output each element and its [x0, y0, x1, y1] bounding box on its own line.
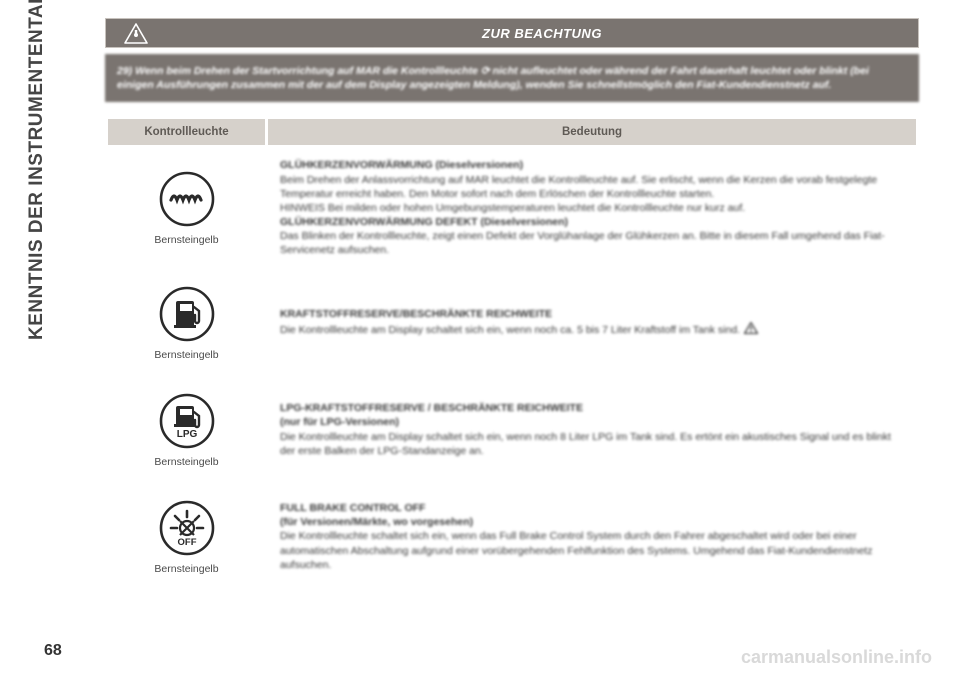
- icon-cell: LPG Bernsteingelb: [107, 376, 267, 483]
- meaning-text: FULL BRAKE CONTROL OFF(für Versionen/Mär…: [280, 501, 904, 572]
- meaning-subtitle: (für Versionen/Märkte, wo vorgesehen): [280, 515, 904, 529]
- meaning-text: LPG-KRAFTSTOFFRESERVE / BESCHRÄNKTE REIC…: [280, 401, 904, 458]
- warning-light-icon: LPG: [158, 392, 216, 450]
- meaning-cell: LPG-KRAFTSTOFFRESERVE / BESCHRÄNKTE REIC…: [267, 376, 918, 483]
- table-header-col1: Kontrollleuchte: [107, 118, 267, 147]
- meaning-title: LPG-KRAFTSTOFFRESERVE / BESCHRÄNKTE REIC…: [280, 401, 904, 415]
- table-row: OFF Bernsteingelb FULL BRAKE CONTROL OFF…: [107, 483, 918, 590]
- icon-wrap: OFF Bernsteingelb: [116, 499, 257, 575]
- meaning-line: Die Kontrollleuchte schaltet sich ein, w…: [280, 529, 904, 572]
- meaning-line: Die Kontrollleuchte am Display schaltet …: [280, 430, 904, 458]
- section-title-vertical: KENNTNIS DER INSTRUMENTENTAFEL: [26, 0, 48, 340]
- table-row: LPG Bernsteingelb LPG-KRAFTSTOFFRESERVE …: [107, 376, 918, 483]
- warning-light-icon: [158, 170, 216, 228]
- meaning-line: Das Blinken der Kontrollleuchte, zeigt e…: [280, 229, 904, 257]
- table-header-col2: Bedeutung: [267, 118, 918, 147]
- notice-body-text: 29) Wenn beim Drehen der Startvorrichtun…: [105, 54, 919, 102]
- meaning-title: KRAFTSTOFFRESERVE/BESCHRÄNKTE REICHWEITE: [280, 307, 904, 321]
- warning-light-icon: [158, 285, 216, 343]
- warning-triangle-icon: [124, 23, 148, 44]
- page-content: ZUR BEACHTUNG 29) Wenn beim Drehen der S…: [105, 18, 919, 592]
- meaning-title: GLÜHKERZENVORWÄRMUNG (Dieselversionen): [280, 158, 904, 172]
- icon-color-label: Bernsteingelb: [154, 234, 218, 246]
- icon-color-label: Bernsteingelb: [154, 563, 218, 575]
- svg-text:LPG: LPG: [176, 429, 197, 440]
- meaning-line: HINWEIS Bei milden oder hohen Umgebungst…: [280, 201, 904, 215]
- icon-cell: Bernsteingelb: [107, 269, 267, 376]
- icon-cell: Bernsteingelb: [107, 147, 267, 269]
- icon-wrap: Bernsteingelb: [116, 170, 257, 246]
- notice-header: ZUR BEACHTUNG: [105, 18, 919, 48]
- meaning-line: Die Kontrollleuchte am Display schaltet …: [280, 322, 904, 338]
- meaning-text: GLÜHKERZENVORWÄRMUNG (Dieselversionen)Be…: [280, 158, 904, 257]
- footer-watermark: carmanualsonline.info: [741, 647, 932, 668]
- meaning-line: GLÜHKERZENVORWÄRMUNG DEFEKT (Dieselversi…: [280, 215, 904, 229]
- meaning-cell: FULL BRAKE CONTROL OFF(für Versionen/Mär…: [267, 483, 918, 590]
- warning-lights-table: Kontrollleuchte Bedeutung Bernsteingelb …: [105, 116, 919, 591]
- warning-triangle-small-icon: [744, 322, 758, 338]
- table-row: Bernsteingelb KRAFTSTOFFRESERVE/BESCHRÄN…: [107, 269, 918, 376]
- notice-icon-cell: [106, 19, 166, 47]
- meaning-text: KRAFTSTOFFRESERVE/BESCHRÄNKTE REICHWEITE…: [280, 307, 904, 337]
- notice-title: ZUR BEACHTUNG: [166, 26, 918, 41]
- meaning-line: Beim Drehen der Anlassvorrichtung auf MA…: [280, 173, 904, 201]
- warning-light-icon: OFF: [158, 499, 216, 557]
- icon-color-label: Bernsteingelb: [154, 456, 218, 468]
- meaning-cell: GLÜHKERZENVORWÄRMUNG (Dieselversionen)Be…: [267, 147, 918, 269]
- icon-cell: OFF Bernsteingelb: [107, 483, 267, 590]
- table-row: Bernsteingelb GLÜHKERZENVORWÄRMUNG (Dies…: [107, 147, 918, 269]
- meaning-subtitle: (nur für LPG-Versionen): [280, 415, 904, 429]
- icon-color-label: Bernsteingelb: [154, 349, 218, 361]
- icon-wrap: Bernsteingelb: [116, 285, 257, 361]
- svg-text:OFF: OFF: [177, 537, 196, 548]
- icon-wrap: LPG Bernsteingelb: [116, 392, 257, 468]
- meaning-title: FULL BRAKE CONTROL OFF: [280, 501, 904, 515]
- page-number: 68: [44, 642, 62, 660]
- meaning-cell: KRAFTSTOFFRESERVE/BESCHRÄNKTE REICHWEITE…: [267, 269, 918, 376]
